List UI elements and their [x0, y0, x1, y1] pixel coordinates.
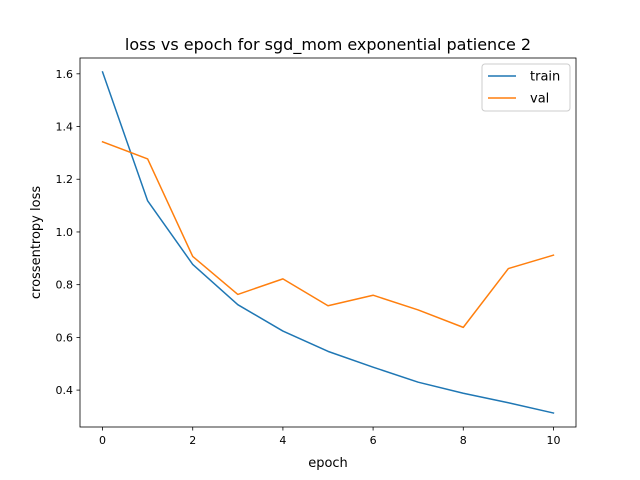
x-axis-ticks: 0 2 4 6 8 10: [99, 427, 560, 447]
y-tick-label: 1.0: [56, 226, 74, 239]
y-axis-label: crossentropy loss: [29, 186, 44, 299]
legend: train val: [481, 63, 571, 112]
x-axis-label: epoch: [308, 456, 348, 471]
x-tick-label: 6: [370, 434, 377, 447]
plot-area: [80, 58, 576, 427]
x-tick-label: 10: [546, 434, 560, 447]
x-tick-label: 4: [279, 434, 286, 447]
y-tick-label: 0.8: [56, 279, 74, 292]
y-axis-ticks: 0.4 0.6 0.8 1.0 1.2 1.4 1.6: [56, 68, 80, 397]
series-line-train: [101, 71, 555, 414]
y-tick-label: 0.6: [56, 331, 74, 344]
x-tick-label: 8: [460, 434, 467, 447]
legend-label-train: train: [530, 70, 560, 85]
series-layer: [101, 71, 555, 414]
series-line-val: [101, 140, 555, 329]
y-tick-label: 1.2: [56, 173, 74, 186]
plot-frame: [79, 57, 577, 428]
x-tick-label: 2: [189, 434, 196, 447]
x-tick-label: 0: [99, 434, 106, 447]
chart-title: loss vs epoch for sgd_mom exponential pa…: [125, 35, 531, 55]
y-tick-label: 1.6: [56, 68, 74, 81]
y-tick-label: 0.4: [56, 384, 74, 397]
legend-label-val: val: [530, 92, 549, 107]
y-tick-label: 1.4: [56, 121, 74, 134]
